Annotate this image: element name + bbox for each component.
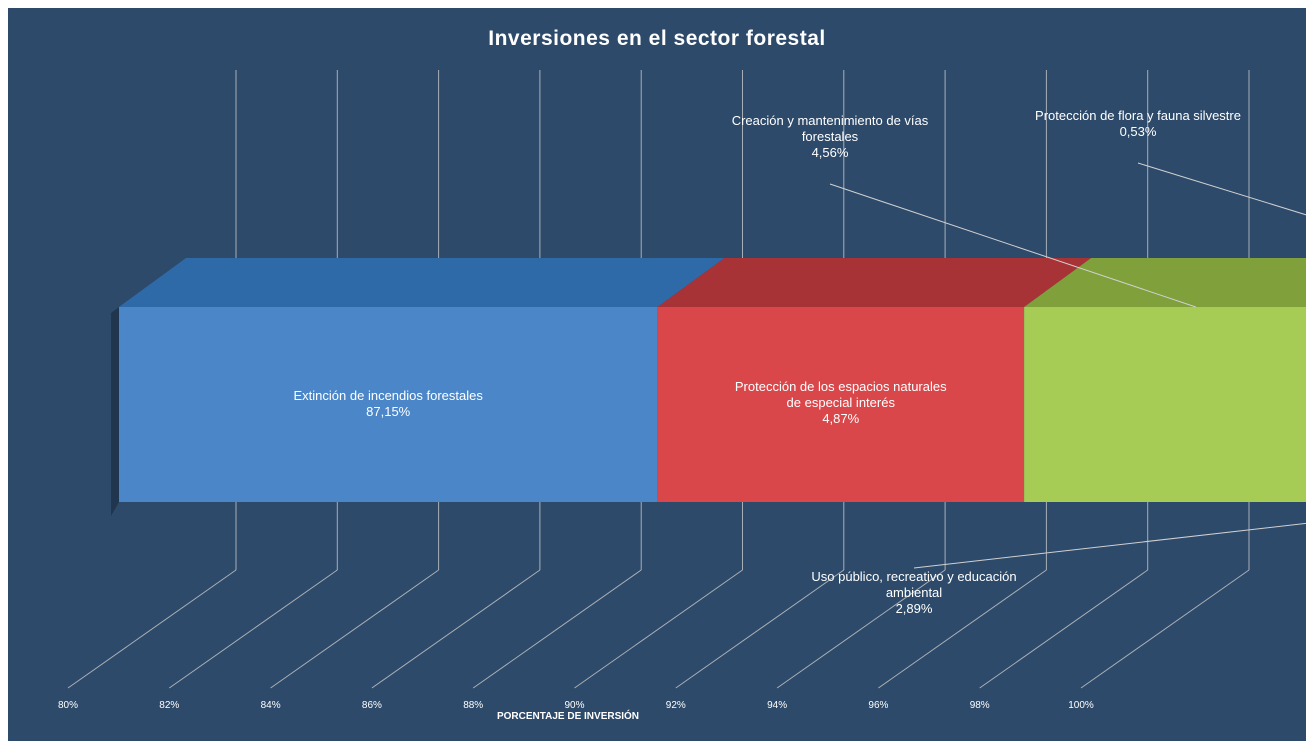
x-tick-label: 82% xyxy=(159,700,179,711)
gridline-floor xyxy=(371,569,541,689)
bar-segment xyxy=(657,307,1025,502)
leader-line xyxy=(1137,162,1306,216)
x-tick-label: 86% xyxy=(362,700,382,711)
label-flora-fauna-value: 0,53% xyxy=(1120,124,1157,139)
bar-shadow xyxy=(111,307,119,516)
gridline-floor xyxy=(979,569,1148,689)
label-proteccion-espacios-text: Protección de los espacios naturales xyxy=(735,379,947,394)
label-uso-publico-value: 2,89% xyxy=(896,601,933,616)
label-proteccion-espacios-text: de especial interés xyxy=(787,395,896,410)
bar-segment-top xyxy=(1024,258,1306,307)
gridline-floor xyxy=(169,569,338,689)
chart-area: Extinción de incendios forestales 87,15% P… xyxy=(8,8,1306,741)
gridline-floor xyxy=(1080,569,1250,689)
gridline-floor xyxy=(472,569,642,689)
label-vias-forestales-text: forestales xyxy=(802,129,859,144)
gridline-floor xyxy=(675,569,845,689)
label-uso-publico-text: Uso público, recreativo y educación xyxy=(811,569,1016,584)
label-proteccion-espacios-value: 4,87% xyxy=(822,411,859,426)
x-tick-label: 90% xyxy=(564,700,584,711)
gridline-floor xyxy=(270,569,439,689)
gridline-floor xyxy=(878,569,1047,689)
x-tick-label: 84% xyxy=(261,700,281,711)
label-extincion-value: 87,15% xyxy=(366,404,411,419)
x-tick-label: 92% xyxy=(666,700,686,711)
label-vias-forestales-text: Creación y mantenimiento de vías xyxy=(732,113,929,128)
label-extincion-text: Extinción de incendios forestales xyxy=(294,388,484,403)
bar-segment-top xyxy=(119,258,725,307)
gridline-floor xyxy=(67,569,237,689)
stacked-bar xyxy=(111,258,1306,516)
x-tick-label: 100% xyxy=(1068,700,1094,711)
leader-line xyxy=(829,183,1196,308)
label-uso-publico-text: ambiental xyxy=(886,585,942,600)
x-axis-title: PORCENTAJE DE INVERSIÓN xyxy=(497,709,639,722)
bar-segment xyxy=(1024,307,1306,502)
label-flora-fauna-text: Protección de flora y fauna silvestre xyxy=(1035,108,1241,123)
chart-title: Inversiones en el sector forestal xyxy=(488,27,825,50)
gridline-floor xyxy=(776,569,946,689)
gridline-floor xyxy=(574,569,743,689)
x-tick-label: 96% xyxy=(868,700,888,711)
x-tick-label: 88% xyxy=(463,700,483,711)
x-tick-label: 80% xyxy=(58,700,78,711)
leader-line xyxy=(913,522,1306,569)
x-tick-label: 94% xyxy=(767,700,787,711)
leader-lines xyxy=(829,162,1306,569)
bar-segment xyxy=(119,307,658,502)
label-vias-forestales-value: 4,56% xyxy=(812,145,849,160)
x-axis-ticks: 80% 82% 84% 86% 88% 90% 92% 94% 96% 98% 100% xyxy=(58,700,1094,711)
bar-segment-top xyxy=(657,258,1092,307)
x-tick-label: 98% xyxy=(970,700,990,711)
